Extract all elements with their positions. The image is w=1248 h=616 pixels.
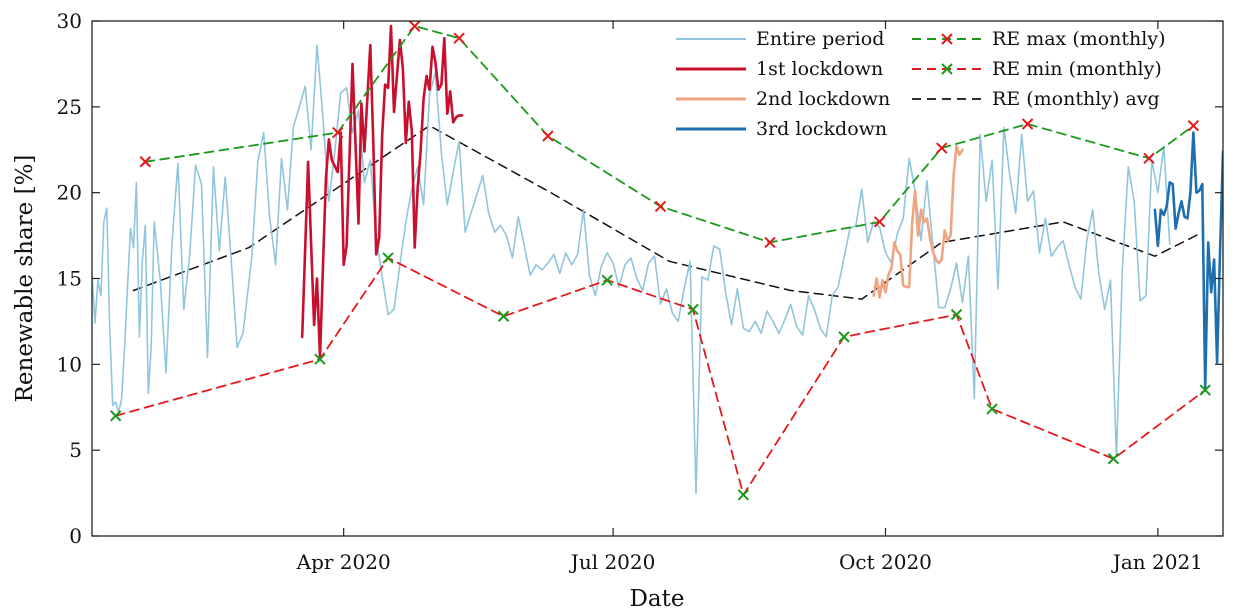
y-tick-label: 30 — [57, 9, 82, 33]
series-line-lockdown2 — [872, 145, 964, 299]
x-tick-label: Oct 2020 — [839, 550, 932, 574]
data-point-re_max — [654, 200, 667, 213]
legend-label: 2nd lockdown — [756, 88, 890, 110]
y-tick-label: 15 — [57, 267, 82, 291]
data-point-re_min — [314, 353, 326, 365]
data-point-re_max — [542, 130, 554, 142]
data-point-re_min — [601, 274, 613, 286]
series-line-re_min — [114, 256, 1207, 496]
data-point-re_max — [453, 32, 465, 44]
data-point-re_max — [873, 216, 886, 228]
legend-entry-lockdown2: 2nd lockdown — [676, 88, 890, 110]
data-point-re_min — [1199, 384, 1211, 396]
y-tick-label: 5 — [69, 438, 82, 462]
data-point-re_min — [1107, 453, 1120, 465]
legend-label: 1st lockdown — [756, 58, 883, 80]
y-axis-title: Renewable share [%] — [12, 155, 38, 403]
legend-entry-entire: Entire period — [676, 28, 884, 50]
series-line-lockdown3 — [1153, 131, 1223, 390]
x-tick-label: Jul 2020 — [569, 550, 656, 574]
data-point-re_max — [1021, 118, 1034, 130]
x-tick-label: Apr 2020 — [296, 550, 391, 574]
x-axis-title: Date — [629, 586, 684, 612]
legend-label: RE max (monthly) — [992, 28, 1166, 50]
y-tick-label: 20 — [57, 181, 82, 205]
data-point-re_max — [936, 142, 948, 154]
data-point-re_max — [409, 20, 421, 32]
legend-label: RE (monthly) avg — [992, 88, 1160, 110]
legend-entry-re_min: RE min (monthly) — [912, 58, 1162, 80]
data-point-re_min — [687, 303, 699, 316]
y-tick-label: 0 — [69, 524, 82, 548]
data-point-re_max — [1187, 120, 1200, 132]
data-point-re_min — [497, 310, 510, 322]
x-tick-label: Jan 2021 — [1111, 550, 1203, 574]
legend-label: 3rd lockdown — [756, 118, 887, 140]
legend-entry-re_avg: RE (monthly) avg — [912, 88, 1160, 110]
data-point-re_max — [139, 156, 152, 168]
series-line-lockdown1 — [300, 24, 464, 359]
legend-entry-re_max: RE max (monthly) — [912, 28, 1166, 50]
data-point-re_min — [950, 308, 963, 321]
legend-entry-lockdown1: 1st lockdown — [676, 58, 883, 80]
axis-layer: 0 5 10 15 20 25 30 Apr 2020 Jul 2020 Oct 2020 Jan … — [57, 9, 1223, 574]
series-line-re_avg — [132, 124, 1201, 300]
series-line-re_max — [144, 25, 1195, 244]
data-point-re_min — [382, 252, 394, 264]
data-point-re_max — [332, 126, 344, 139]
marker-layer — [109, 20, 1211, 501]
y-tick-label: 25 — [57, 95, 82, 119]
data-point-re_max — [1143, 152, 1155, 165]
legend-label: Entire period — [756, 28, 884, 50]
data-point-re_min — [986, 403, 998, 415]
data-point-re_max — [764, 236, 776, 249]
series-layer — [92, 24, 1223, 496]
legend-entry-lockdown3: 3rd lockdown — [676, 118, 887, 140]
legend: Entire period 1st lockdown 2nd lockdown 3rd… — [676, 28, 1166, 140]
data-point-re_min — [737, 489, 750, 501]
legend-label: RE min (monthly) — [992, 58, 1162, 80]
data-point-re_min — [109, 410, 122, 422]
y-tick-label: 10 — [57, 352, 82, 376]
series-line-entire — [92, 44, 1171, 494]
data-point-re_min — [838, 331, 850, 343]
